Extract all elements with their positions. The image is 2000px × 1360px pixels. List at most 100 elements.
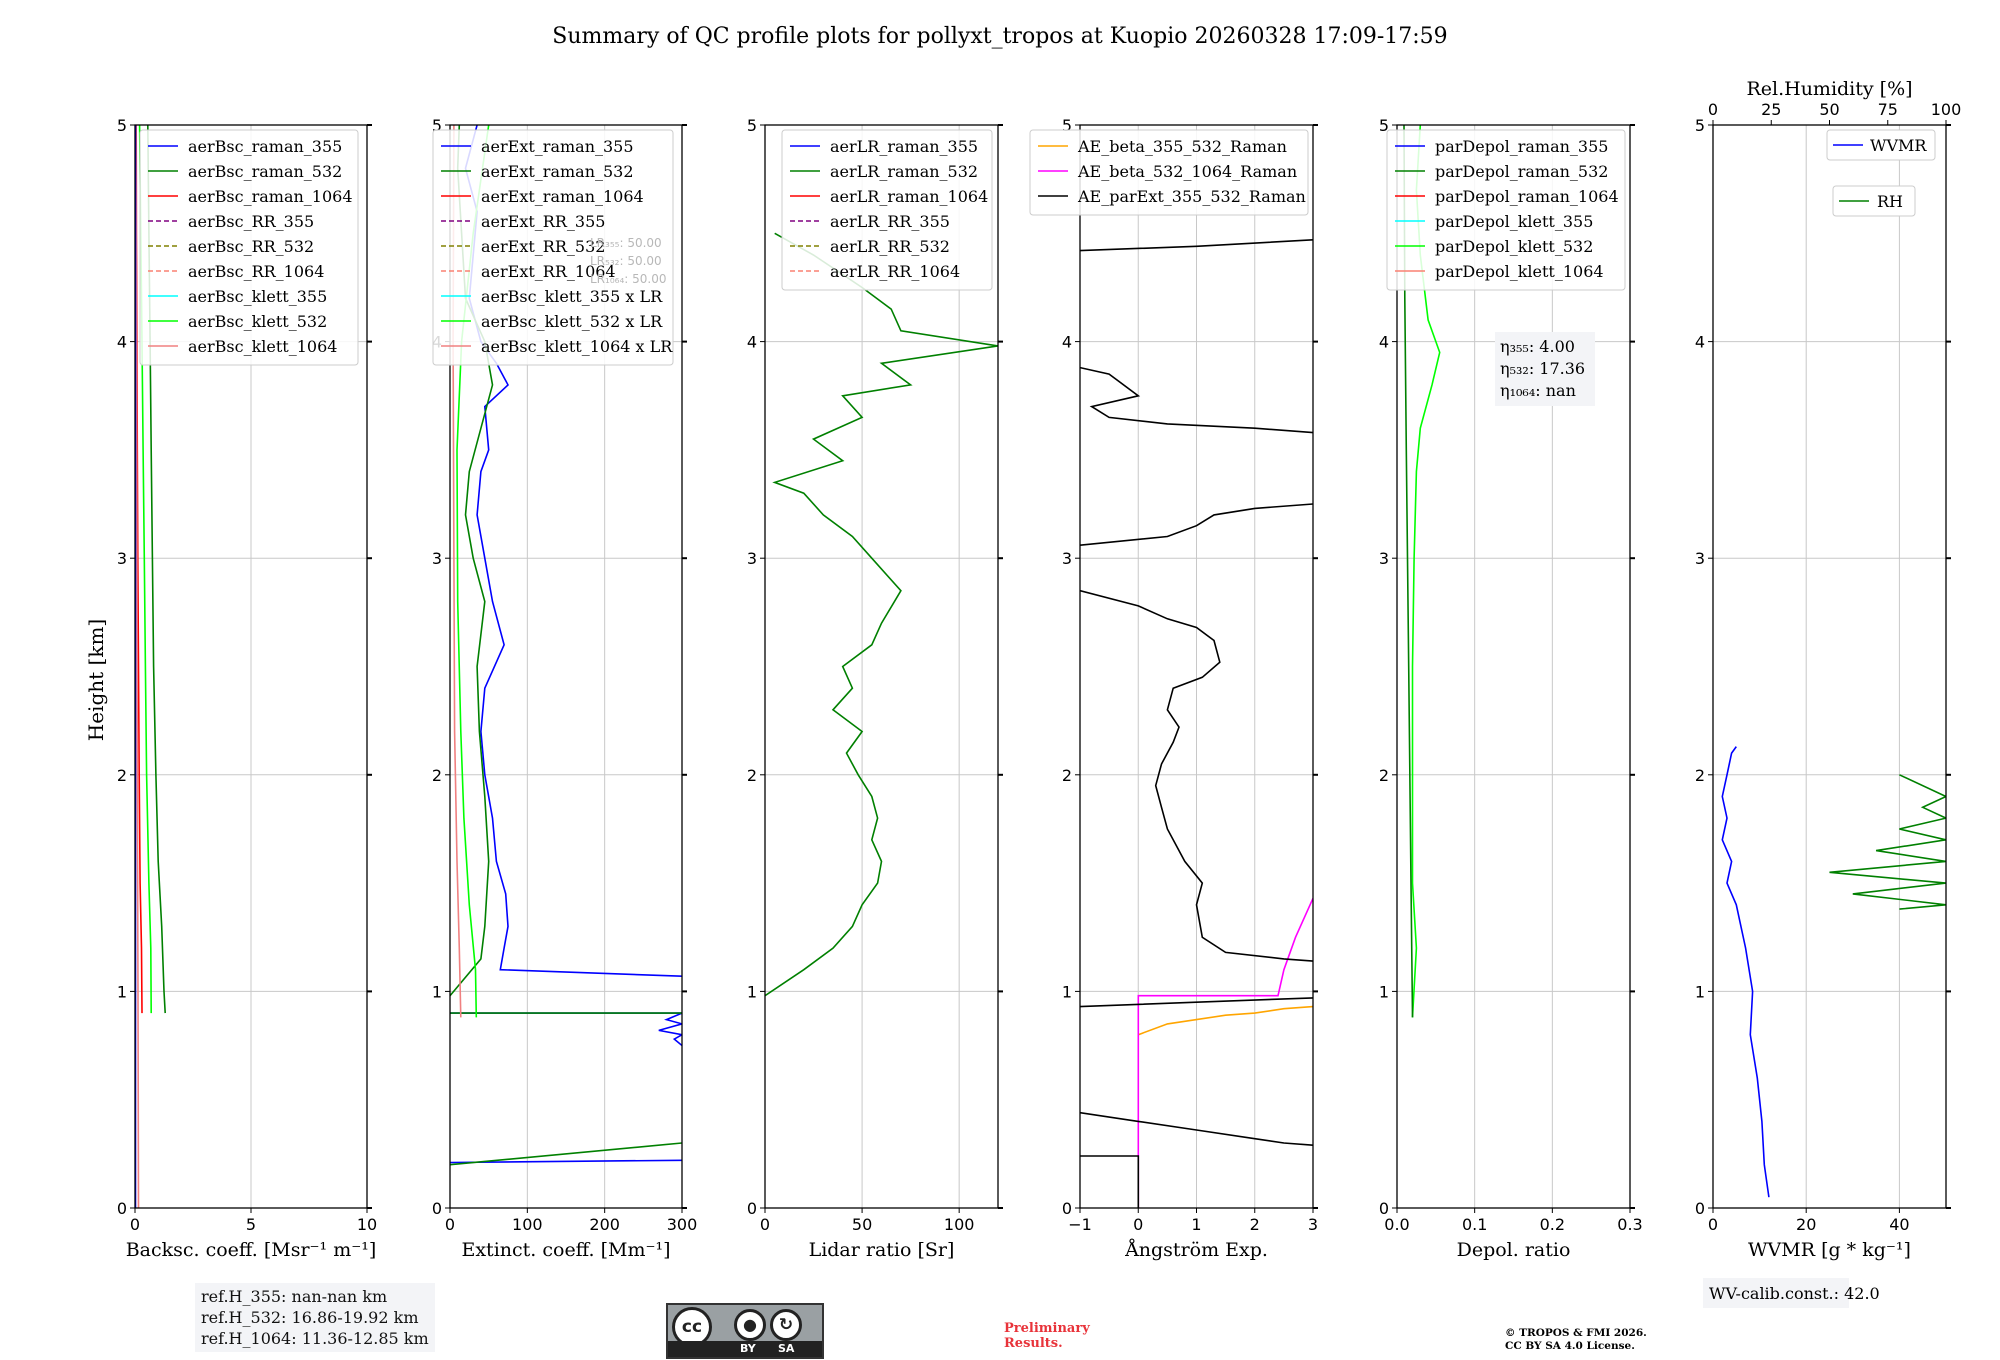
x2-tick-label: 25 xyxy=(1761,100,1781,119)
figure-title: Summary of QC profile plots for pollyxt_… xyxy=(552,24,1447,49)
eta-annotation: η₃₅₅: 4.00 xyxy=(1500,337,1575,356)
axes-frame xyxy=(1712,124,1947,1209)
legend-label: aerBsc_RR_1064 xyxy=(188,262,324,281)
eta-annotation: η₁₀₆₄: nan xyxy=(1500,381,1576,400)
legend-label: parDepol_raman_355 xyxy=(1435,137,1608,156)
y-tick-label: 5 xyxy=(1062,116,1072,135)
legend-label: parDepol_klett_532 xyxy=(1435,237,1593,256)
series-AE_parExt_f xyxy=(1080,366,1313,434)
series-AE_beta_355_532_Raman xyxy=(1138,1005,1313,1036)
wv-calib-label: WV-calib.const.: 42.0 xyxy=(1709,1284,1880,1303)
y-tick-label: 3 xyxy=(1379,549,1389,568)
series-WVMR xyxy=(1721,746,1770,1198)
series-aerLR_raman_532 xyxy=(765,232,998,997)
cc-badge-strip: BY SA xyxy=(668,1341,822,1357)
x-axis-label: Ångström Exp. xyxy=(1124,1239,1268,1261)
y-tick-label: 4 xyxy=(117,333,127,352)
y-tick-label: 3 xyxy=(1062,549,1072,568)
ref-heights-box: ref.H_355: nan-nan km ref.H_532: 16.86-1… xyxy=(195,1283,435,1352)
legend-box xyxy=(1386,129,1626,291)
legend-label: aerBsc_klett_532 xyxy=(188,312,327,331)
legend-label: aerBsc_raman_355 xyxy=(188,137,342,156)
legend-label: aerLR_RR_355 xyxy=(830,212,950,231)
y-tick-label: 1 xyxy=(432,982,442,1001)
y-tick-label: 5 xyxy=(1379,116,1389,135)
legend-label: aerExt_RR_1064 xyxy=(481,262,616,281)
axes-frame xyxy=(764,124,999,1209)
legend-label: AE_beta_532_1064_Raman xyxy=(1077,162,1297,181)
y-tick-label: 4 xyxy=(1695,333,1705,352)
y-tick-label: 5 xyxy=(432,116,442,135)
x-axis-label: Depol. ratio xyxy=(1457,1239,1571,1261)
cc-license-badge: cc ● ↻ BY SA xyxy=(666,1303,824,1359)
y-tick-label: 3 xyxy=(432,549,442,568)
legend-box xyxy=(1029,129,1309,216)
y-tick-label: 1 xyxy=(1379,982,1389,1001)
x-tick-label: 3 xyxy=(1308,1215,1318,1234)
series-AE_parExt_d xyxy=(1080,589,1313,962)
legend-label: parDepol_klett_355 xyxy=(1435,212,1593,231)
sa-label: SA xyxy=(778,1342,795,1355)
x-tick-label: 200 xyxy=(589,1215,620,1234)
legend-label: parDepol_raman_1064 xyxy=(1435,187,1619,206)
legend-label: RH xyxy=(1877,192,1903,211)
legend-label: WVMR xyxy=(1870,136,1927,155)
x2-tick-label: 0 xyxy=(1708,100,1718,119)
x-tick-label: 1 xyxy=(1191,1215,1201,1234)
y-tick-label: 2 xyxy=(1062,766,1072,785)
x-tick-label: 0 xyxy=(445,1215,455,1234)
series-AE_parExt_b xyxy=(1080,1111,1313,1146)
x-tick-label: 5 xyxy=(246,1215,256,1234)
legend-label: aerBsc_klett_1064 xyxy=(188,337,337,356)
panel-wv: 0 20 40 0 1 2 3 4 5 WVMR [g * kg⁻¹] 0 25 50 75 100 Rel.… xyxy=(1695,78,1961,1308)
legend-ext: aerExt_raman_355 aerExt_raman_532 aerExt_r… xyxy=(432,129,674,366)
legend-bsc: aerBsc_raman_355 aerBsc_raman_532 aerBsc_r… xyxy=(139,129,359,366)
x-tick-label: 40 xyxy=(1889,1215,1909,1234)
legend-depol: parDepol_raman_355 parDepol_raman_532 parD… xyxy=(1386,129,1626,291)
legend-lr: aerLR_raman_355 aerLR_raman_532 aerLR_rama… xyxy=(781,129,993,291)
y-tick-label: 5 xyxy=(1695,116,1705,135)
legend-box xyxy=(139,129,359,366)
legend-label: aerBsc_klett_355 xyxy=(188,287,327,306)
y-tick-label: 2 xyxy=(117,766,127,785)
legend-box xyxy=(781,129,993,291)
y-tick-label: 2 xyxy=(1695,766,1705,785)
legend-label: aerExt_RR_532 xyxy=(481,237,605,256)
y-tick-label: 3 xyxy=(747,549,757,568)
by-icon: ● xyxy=(734,1309,766,1341)
y-tick-label: 1 xyxy=(747,982,757,1001)
sa-icon: ↻ xyxy=(770,1309,802,1341)
series-AE_parExt_c xyxy=(1080,997,1313,1008)
y-tick-label: 1 xyxy=(1062,982,1072,1001)
legend-label: AE_beta_355_532_Raman xyxy=(1077,137,1287,156)
legend-wvmr: WVMR xyxy=(1826,129,1936,161)
x-axis-label: Extinct. coeff. [Mm⁻¹] xyxy=(461,1239,670,1261)
y-tick-label: 2 xyxy=(432,766,442,785)
y-tick-label: 5 xyxy=(747,116,757,135)
legend-label: aerBsc_RR_532 xyxy=(188,237,314,256)
y-tick-label: 0 xyxy=(1379,1199,1389,1218)
panel-lr: 0 50 100 0 1 2 3 4 5 Lidar ratio [Sr] aerLR_raman_… xyxy=(747,116,1003,1261)
panel-ext: 0100200300012345Extinct. coeff. [Mm⁻¹]ae… xyxy=(432,116,697,1261)
legend-label: aerExt_raman_355 xyxy=(481,137,634,156)
x-axis-label: Lidar ratio [Sr] xyxy=(809,1239,955,1261)
cc-icon: cc xyxy=(672,1307,712,1347)
series-aerExt_raman_355 xyxy=(450,1159,682,1164)
x2-tick-label: 75 xyxy=(1878,100,1898,119)
series-aerExt_raman_355_low xyxy=(450,1012,682,1047)
series-AE_parExt_a xyxy=(1080,1155,1140,1208)
legend-label: parDepol_raman_532 xyxy=(1435,162,1608,181)
y-tick-label: 4 xyxy=(1379,333,1389,352)
y-axis-label: Height [km] xyxy=(84,619,108,741)
legend-label: aerExt_RR_355 xyxy=(481,212,605,231)
x2-axis-label: Rel.Humidity [%] xyxy=(1746,78,1912,100)
series-aerExt_raman_532 xyxy=(450,1142,682,1166)
y-tick-label: 2 xyxy=(747,766,757,785)
wv-calib-box xyxy=(1703,1278,1849,1308)
axes-frame xyxy=(449,124,683,1209)
legend-rh: RH xyxy=(1832,185,1916,217)
series-AE_parExt_g xyxy=(1080,239,1313,252)
legend-box xyxy=(1826,129,1936,161)
legend-label: aerLR_RR_532 xyxy=(830,237,950,256)
legend-label: aerBsc_RR_355 xyxy=(188,212,314,231)
